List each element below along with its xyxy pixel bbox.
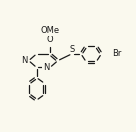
- Text: N: N: [21, 56, 28, 65]
- Text: Br: Br: [112, 49, 122, 58]
- Text: S: S: [69, 44, 74, 54]
- Text: N: N: [43, 63, 49, 72]
- Text: OMe: OMe: [41, 26, 60, 35]
- Text: O: O: [47, 35, 53, 44]
